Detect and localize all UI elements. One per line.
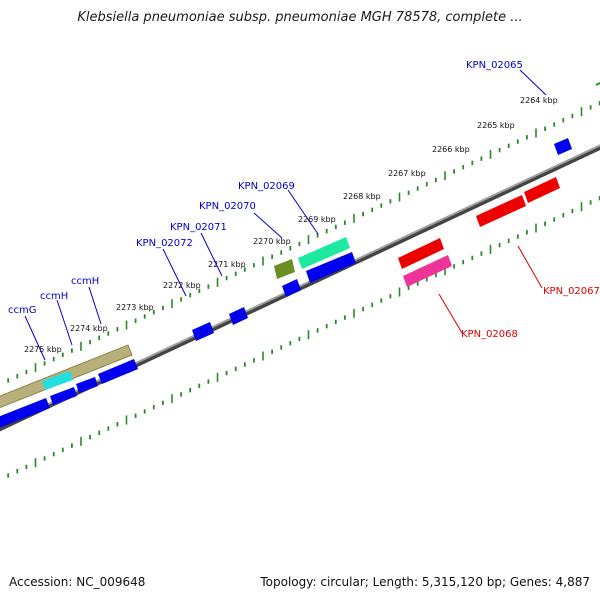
gene-label[interactable]: KPN_02070	[199, 201, 256, 212]
gene-label[interactable]: ccmH	[71, 276, 99, 287]
gene-label[interactable]: KPN_02067	[543, 286, 600, 297]
gene-feature-KPN_02066[interactable]	[524, 177, 560, 203]
scale-label: 2273 kbp	[116, 303, 154, 312]
scale-label: 2267 kbp	[388, 169, 426, 178]
scale-label: 2275 kbp	[24, 345, 62, 354]
gene-feature-KPN_02067b[interactable]	[476, 195, 526, 227]
reverse-features	[398, 177, 560, 287]
gene-feature[interactable]	[282, 279, 301, 297]
gene-labels: KPN_02065 KPN_02069 KPN_02070 KPN_02071 …	[8, 60, 600, 340]
scale-label: 2268 kbp	[343, 192, 381, 201]
scale-label: 2272 kbp	[163, 281, 201, 290]
gene-feature[interactable]	[76, 377, 98, 393]
forward-leader-lines	[24, 69, 547, 361]
lower-scale-ruler	[0, 195, 600, 482]
page-title: Klebsiella pneumoniae subsp. pneumoniae …	[77, 10, 523, 25]
scale-label: 2264 kbp	[520, 96, 558, 105]
gene-feature-KPN_02068[interactable]	[403, 255, 452, 287]
reverse-leader-lines	[438, 245, 543, 334]
gene-feature[interactable]	[192, 322, 214, 341]
accession-text: Accession: NC_009648	[9, 575, 146, 589]
gene-label[interactable]: ccmG	[8, 305, 37, 316]
gene-feature[interactable]	[98, 359, 138, 384]
gene-feature-KPN_02070[interactable]	[274, 259, 295, 279]
gene-feature-KPN_02069[interactable]	[298, 237, 350, 269]
scale-label: 2274 kbp	[70, 324, 108, 333]
gene-feature-ccmH[interactable]	[42, 371, 73, 390]
scale-label: 2265 kbp	[477, 121, 515, 130]
scale-label: 2269 kbp	[298, 215, 336, 224]
scale-label: 2270 kbp	[253, 237, 291, 246]
genome-summary-text: Topology: circular; Length: 5,315,120 bp…	[260, 575, 590, 589]
gene-feature[interactable]	[0, 398, 50, 430]
gene-label[interactable]: KPN_02068	[461, 329, 518, 340]
forward-blue-genes	[0, 138, 572, 430]
gene-label[interactable]: KPN_02071	[170, 222, 227, 233]
gene-feature[interactable]	[50, 387, 77, 405]
genome-backbone	[0, 144, 600, 432]
gene-feature[interactable]	[554, 138, 572, 155]
gene-label[interactable]: ccmH	[40, 291, 68, 302]
gene-feature-KPN_02067a[interactable]	[398, 238, 444, 269]
gene-label[interactable]: KPN_02072	[136, 238, 193, 249]
gene-label[interactable]: KPN_02069	[238, 181, 295, 192]
gene-feature[interactable]	[306, 252, 356, 283]
gene-label[interactable]: KPN_02065	[466, 60, 523, 71]
scale-labels: 2264 kbp 2265 kbp 2266 kbp 2267 kbp 2268…	[24, 96, 558, 354]
gene-feature[interactable]	[229, 307, 248, 325]
upper-scale-ruler	[0, 100, 600, 387]
scale-label: 2271 kbp	[208, 260, 246, 269]
scale-label: 2266 kbp	[432, 145, 470, 154]
forward-features	[0, 237, 350, 409]
